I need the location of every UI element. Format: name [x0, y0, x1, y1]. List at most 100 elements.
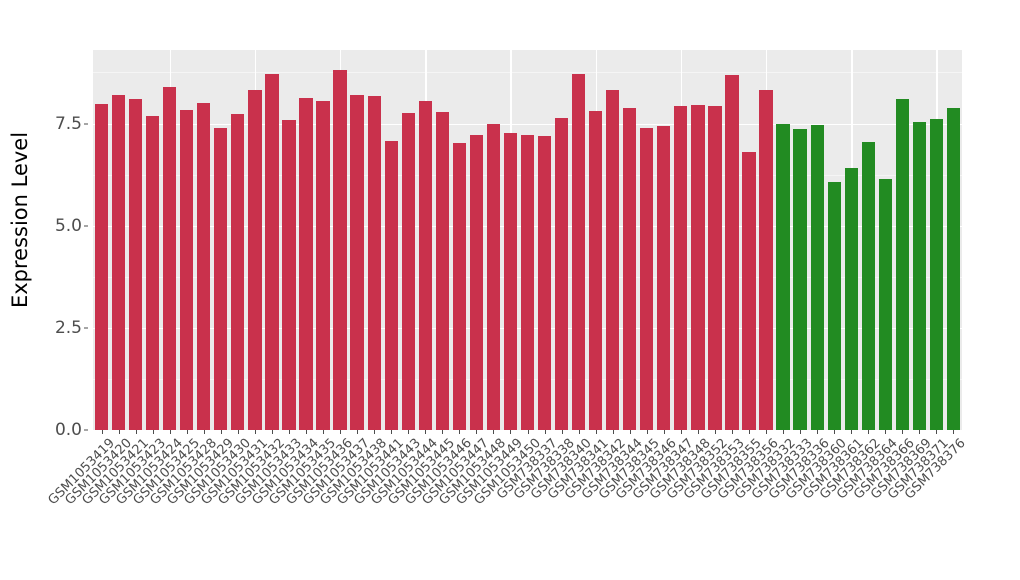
x-tick-mark [800, 430, 802, 434]
bar [367, 95, 381, 430]
x-tick-mark [663, 430, 665, 434]
y-tick-label: 2.5 [54, 317, 82, 338]
bar [299, 97, 313, 430]
x-tick-mark [118, 430, 120, 434]
bar [759, 90, 773, 430]
x-tick-mark [169, 430, 171, 434]
x-tick-mark [749, 430, 750, 434]
bar [742, 151, 756, 430]
x-tick-mark [919, 430, 921, 434]
y-tick-mark [84, 327, 88, 329]
bar [486, 124, 501, 430]
x-tick-mark [544, 430, 546, 434]
x-tick-mark [527, 430, 529, 434]
x-tick-mark [254, 430, 256, 434]
x-tick-mark [714, 430, 716, 434]
x-tick-mark [697, 430, 699, 434]
bar [537, 135, 552, 430]
bar [691, 105, 705, 430]
bar [776, 123, 790, 430]
y-tick-mark [84, 429, 88, 431]
x-tick-mark [817, 430, 819, 434]
bar [640, 128, 654, 430]
x-tick-mark [442, 430, 444, 434]
x-tick-mark [936, 430, 938, 434]
x-tick-mark [391, 430, 393, 434]
x-tick-mark [851, 430, 853, 434]
bar [401, 113, 415, 430]
bar [435, 111, 449, 430]
x-tick-mark [459, 430, 461, 434]
x-tick-mark [425, 430, 427, 434]
bar [197, 103, 211, 430]
y-tick-label: 5.0 [54, 215, 82, 236]
x-tick-mark [152, 430, 154, 434]
bar [180, 110, 194, 430]
bar [214, 127, 228, 430]
plot-panel [93, 50, 962, 430]
x-tick-mark [305, 430, 307, 434]
y-axis-title-text: Expression Level [8, 131, 33, 309]
bar [163, 87, 177, 430]
bar [793, 129, 807, 430]
bar [94, 104, 109, 430]
bar [657, 125, 671, 430]
bar [282, 120, 296, 430]
bar [844, 168, 858, 430]
x-tick-mark [135, 430, 137, 434]
bar [571, 73, 586, 430]
x-tick-mark [629, 430, 631, 434]
bar [589, 111, 603, 430]
x-tick-mark [834, 430, 836, 434]
x-tick-mark [510, 430, 512, 434]
bar [128, 99, 143, 430]
x-tick-mark [186, 430, 188, 434]
y-tick-label: 7.5 [54, 113, 82, 134]
x-tick-mark [408, 430, 410, 434]
x-tick-mark [766, 430, 768, 434]
bar [520, 135, 535, 430]
x-tick-mark [902, 430, 904, 434]
x-tick-mark [612, 430, 614, 434]
bar [895, 98, 909, 430]
y-axis-title: Expression Level [0, 0, 40, 440]
bar [946, 107, 961, 430]
x-tick-mark [783, 430, 785, 434]
x-tick-mark [493, 430, 495, 434]
bar [248, 89, 262, 430]
x-tick-mark [595, 430, 597, 434]
y-tick-mark [84, 225, 88, 227]
bar [265, 73, 279, 430]
x-tick-mark [220, 430, 222, 434]
bar [810, 124, 824, 430]
x-tick-mark [357, 430, 359, 434]
bar [725, 74, 739, 430]
gridline-minor [93, 72, 962, 74]
bar [708, 105, 722, 430]
bar [111, 94, 126, 430]
x-tick-mark [323, 430, 325, 434]
x-tick-mark [731, 430, 733, 434]
x-tick-mark [476, 430, 478, 434]
x-tick-mark [203, 430, 205, 434]
x-tick-mark [885, 430, 887, 434]
x-tick-mark [646, 430, 648, 434]
bar [554, 118, 569, 430]
x-tick-mark [680, 430, 682, 434]
bar [861, 142, 875, 430]
x-tick-mark [561, 430, 563, 434]
bar [827, 181, 841, 430]
bar [145, 116, 160, 430]
bar [333, 70, 347, 430]
x-tick-mark [288, 430, 290, 434]
x-tick-mark [374, 430, 376, 434]
x-tick-mark [953, 430, 955, 434]
y-tick-mark [84, 123, 88, 125]
bar [384, 140, 398, 430]
bar [623, 108, 637, 430]
bar [606, 90, 620, 430]
x-tick-mark [101, 430, 103, 434]
bar [469, 135, 484, 430]
bar [929, 119, 944, 430]
